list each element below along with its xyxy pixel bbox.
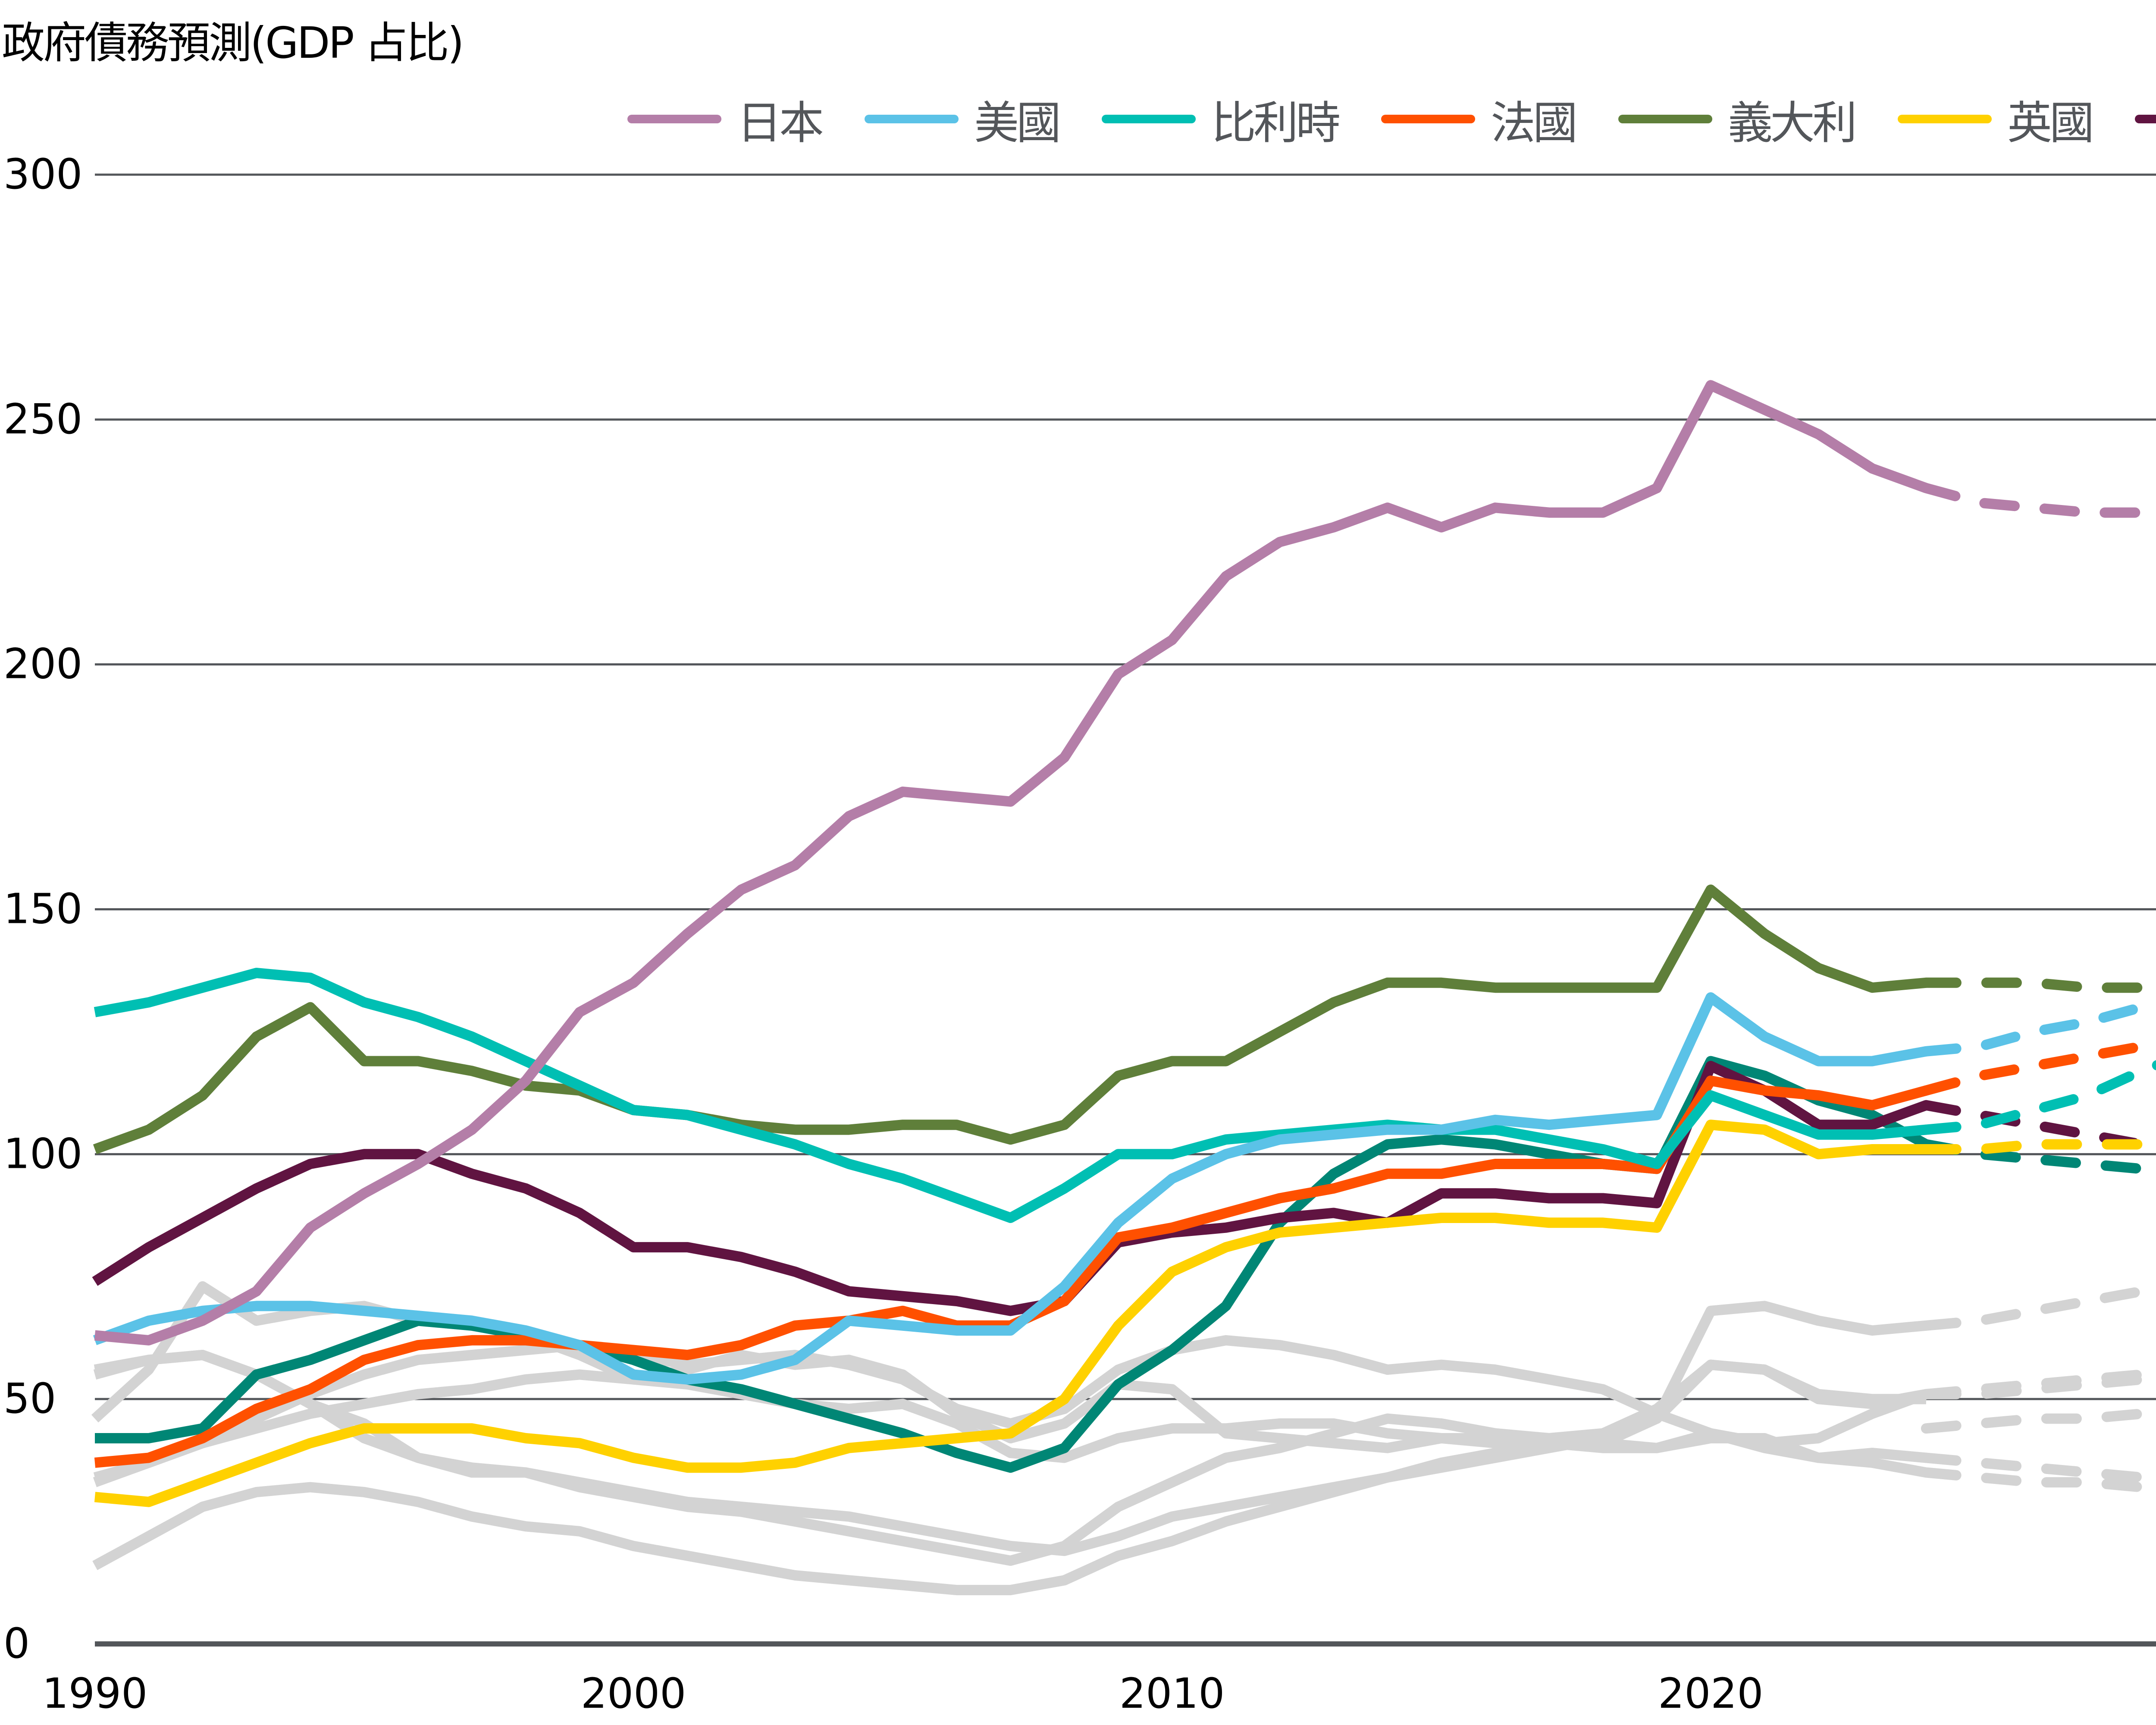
historical-line — [94, 380, 1928, 1346]
legend-label: 美國 — [974, 97, 1061, 149]
legend-item: 法國 — [1381, 86, 1578, 151]
historical-line — [93, 1335, 1928, 1483]
projection-line — [1921, 977, 2156, 993]
projection-line — [1921, 1060, 2156, 1135]
y-tick-label: 50 — [3, 1374, 56, 1423]
series-其他G10國家-6 — [93, 1283, 2156, 1556]
historical-line — [92, 1060, 1928, 1316]
chart-title: 政府債務預測(GDP 占比) — [2, 18, 464, 68]
series-英國 — [94, 1120, 2156, 1507]
legend-swatch — [1618, 114, 1712, 123]
historical-line — [93, 1301, 1927, 1556]
legend-item: 美國 — [864, 86, 1061, 151]
projection-line — [1921, 1373, 2156, 1399]
projection-line — [1921, 1139, 2156, 1176]
historical-line — [93, 992, 1927, 1385]
series-其他G10國家-4 — [93, 1369, 2156, 1493]
legend-swatch — [627, 114, 721, 123]
projection-line — [1921, 1467, 2156, 1493]
legend-item: 比利時 — [1101, 86, 1341, 151]
x-tick-label: 2020 — [1658, 1669, 1763, 1718]
historical-line — [94, 1120, 1926, 1507]
projection-line — [1921, 1283, 2156, 1331]
chart-legend: 日本美國比利時法國義大利英國加拿大西班牙其他G10國家 — [584, 86, 2156, 151]
series-其他G10國家-5 — [92, 1359, 2156, 1596]
x-tick-label: 2000 — [581, 1669, 686, 1718]
legend-label: 法國 — [1490, 97, 1578, 149]
series-比利時 — [94, 968, 2156, 1223]
x-tick-label: 2010 — [1119, 1669, 1225, 1718]
legend-swatch — [864, 114, 959, 123]
series-美國 — [93, 992, 2156, 1385]
y-tick-label: 200 — [3, 640, 82, 688]
projection-line — [1921, 1407, 2156, 1434]
projection-line — [1921, 1139, 2156, 1154]
historical-line — [92, 1359, 1926, 1596]
legend-item: 義大利 — [1618, 86, 1857, 151]
series-日本 — [94, 380, 2156, 1346]
projection-line — [1921, 483, 2156, 518]
legend-swatch — [1898, 114, 1992, 123]
historical-line — [93, 1369, 1927, 1487]
y-tick-label: 300 — [3, 150, 82, 198]
series-義大利 — [93, 884, 2156, 1154]
legend-swatch — [1101, 114, 1196, 123]
country-series — [92, 380, 2156, 1507]
legend-label: 英國 — [2007, 97, 2094, 149]
y-tick-label: 100 — [3, 1129, 82, 1178]
legend-label: 日本 — [736, 97, 824, 149]
y-tick-label: 0 — [3, 1619, 30, 1668]
projection-line — [1921, 1038, 2156, 1096]
x-axis-ticks: 199020002010202020302040 — [42, 1669, 1764, 1718]
legend-label: 比利時 — [1211, 97, 1341, 149]
historical-line — [94, 968, 1927, 1223]
historical-line — [93, 884, 1927, 1154]
legend-item: 加拿大 — [2135, 86, 2156, 151]
legend-item: 日本 — [627, 86, 824, 151]
x-tick-label: 1990 — [42, 1669, 147, 1718]
series-其他G10國家-3 — [93, 1335, 2156, 1483]
projection-line — [1921, 1452, 2156, 1484]
y-tick-label: 150 — [3, 885, 82, 933]
y-tick-label: 250 — [3, 395, 82, 443]
legend-swatch — [1381, 114, 1475, 123]
legend-item: 英國 — [1898, 86, 2094, 151]
legend-swatch — [2135, 114, 2156, 123]
y-axis-ticks: 0 50 100 150 200 250 300 — [3, 150, 82, 1668]
legend-label: 義大利 — [1728, 97, 1857, 149]
projection-line — [1921, 996, 2156, 1057]
